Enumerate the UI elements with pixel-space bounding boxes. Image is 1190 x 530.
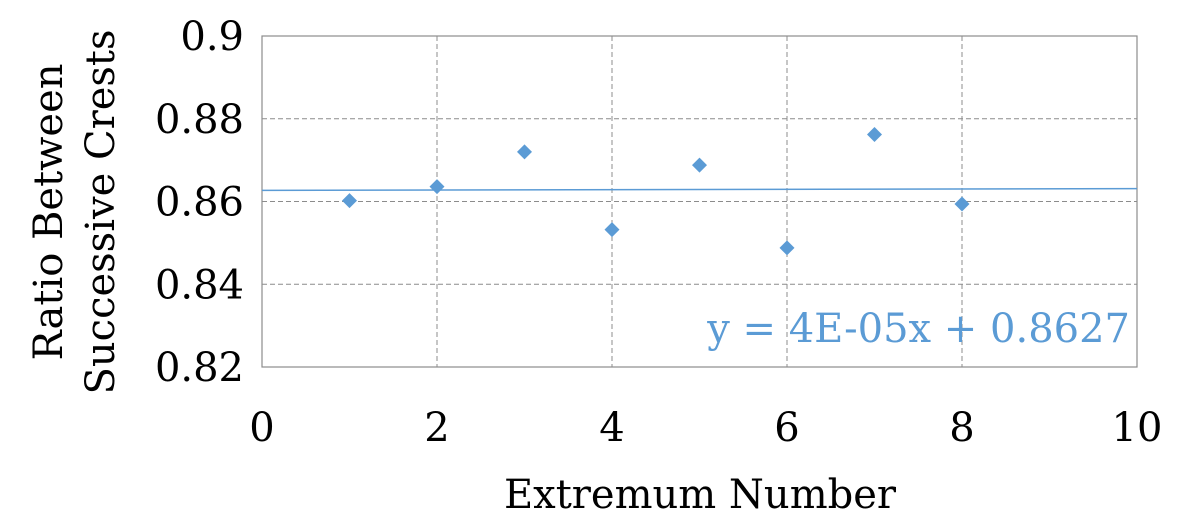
y-tick-label: 0.86 bbox=[155, 180, 244, 226]
x-axis-title: Extremum Number bbox=[504, 472, 897, 518]
x-tick-labels: 0 2 4 6 8 10 bbox=[249, 405, 1162, 451]
data-point bbox=[692, 157, 707, 173]
x-tick-label: 6 bbox=[774, 405, 799, 451]
y-tick-labels: 0.82 0.84 0.86 0.88 0.9 bbox=[155, 14, 244, 391]
plot-area-border bbox=[261, 35, 1138, 368]
y-tick-label: 0.9 bbox=[180, 14, 244, 60]
data-point bbox=[604, 222, 620, 238]
y-axis-title-line-2: Successive Crests bbox=[78, 30, 124, 395]
y-axis-title: Ratio Between Successive Crests bbox=[26, 30, 124, 395]
trendline-equation: y = 4E-05x + 0.8627 bbox=[706, 306, 1130, 352]
data-point bbox=[429, 179, 445, 195]
data-point bbox=[867, 126, 882, 142]
y-axis-title-line-1: Ratio Between bbox=[26, 63, 72, 360]
x-tick-label: 8 bbox=[949, 405, 974, 451]
trendline-layer bbox=[261, 187, 1138, 192]
trendline bbox=[261, 187, 1138, 192]
x-tick-label: 0 bbox=[249, 405, 274, 451]
data-point bbox=[342, 193, 357, 209]
x-tick-label: 2 bbox=[424, 405, 449, 451]
y-tick-label: 0.88 bbox=[155, 97, 244, 143]
data-point bbox=[954, 196, 970, 212]
data-point bbox=[779, 240, 795, 256]
y-tick-label: 0.84 bbox=[155, 262, 244, 308]
x-tick-label: 10 bbox=[1112, 405, 1163, 451]
data-point bbox=[517, 144, 532, 160]
data-points bbox=[342, 126, 970, 256]
y-tick-label: 0.82 bbox=[155, 345, 244, 391]
x-tick-label: 4 bbox=[599, 405, 624, 451]
